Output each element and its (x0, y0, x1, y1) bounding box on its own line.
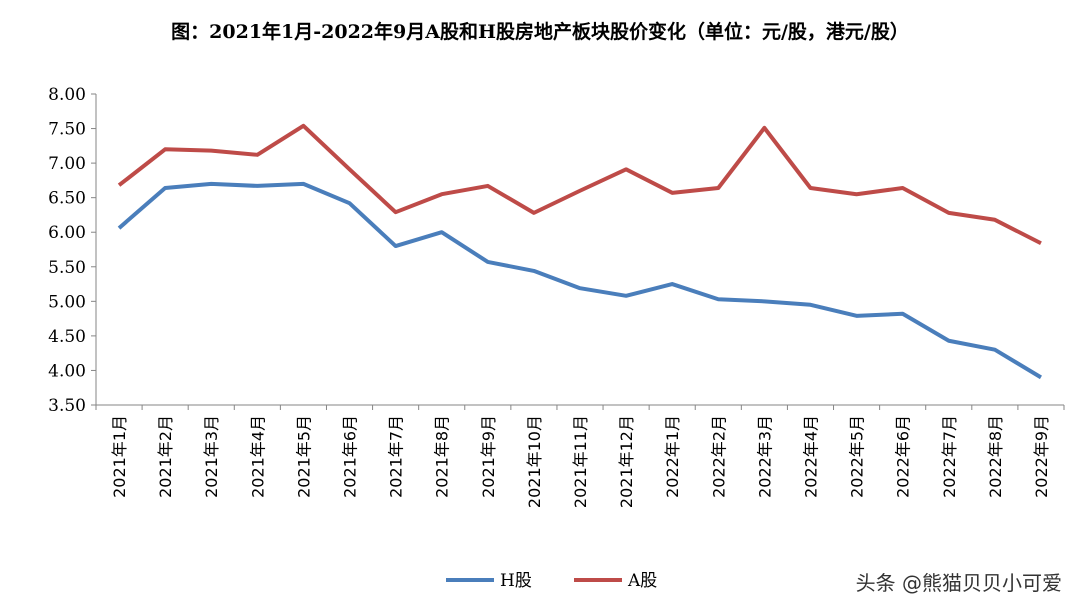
x-tick-label: 2021年3月 (202, 415, 221, 498)
x-tick-label: 2022年3月 (755, 415, 774, 498)
x-tick-label: 2021年7月 (387, 415, 406, 498)
series-line-h (117, 181, 1042, 380)
y-tick-label: 7.50 (48, 120, 86, 140)
y-tick-label: 6.00 (48, 223, 86, 243)
x-tick-label: 2022年8月 (986, 415, 1005, 498)
x-tick-label: 2022年5月 (848, 415, 867, 498)
x-tick-label: 2021年10月 (525, 415, 544, 508)
y-tick-label: 5.50 (48, 258, 86, 278)
x-tick-label: 2021年1月 (110, 415, 129, 498)
x-tick-label: 2021年12月 (617, 415, 636, 508)
x-tick-label: 2021年6月 (341, 415, 360, 498)
y-tick-label: 3.50 (48, 396, 86, 416)
x-tick-label: 2021年5月 (294, 415, 313, 498)
y-tick-label: 5.00 (48, 292, 86, 312)
y-tick-label: 4.00 (48, 361, 86, 381)
x-tick-label: 2021年8月 (433, 415, 452, 498)
legend-label: H股 (500, 571, 532, 591)
watermark: 头条 @熊猫贝贝小可爱 (856, 571, 1062, 595)
x-tick-label: 2022年2月 (709, 415, 728, 498)
x-tick-label: 2022年7月 (940, 415, 959, 498)
x-tick-label: 2022年6月 (894, 415, 913, 498)
y-tick-label: 4.50 (48, 327, 86, 347)
legend-label: A股 (627, 571, 657, 591)
y-tick-label: 6.50 (48, 189, 86, 209)
x-tick-label: 2022年4月 (801, 415, 820, 498)
x-tick-label: 2022年9月 (1032, 415, 1051, 498)
y-tick-label: 8.00 (48, 85, 86, 105)
x-tick-label: 2022年1月 (663, 415, 682, 498)
y-tick-label: 7.00 (48, 154, 86, 174)
chart-title: 图：2021年1月-2022年9月A股和H股房地产板块股价变化（单位：元/股，港… (171, 20, 909, 43)
x-tick-label: 2021年2月 (156, 415, 175, 498)
x-tick-label: 2021年4月 (248, 415, 267, 498)
x-tick-label: 2021年9月 (479, 415, 498, 498)
x-tick-label: 2021年11月 (571, 415, 590, 508)
